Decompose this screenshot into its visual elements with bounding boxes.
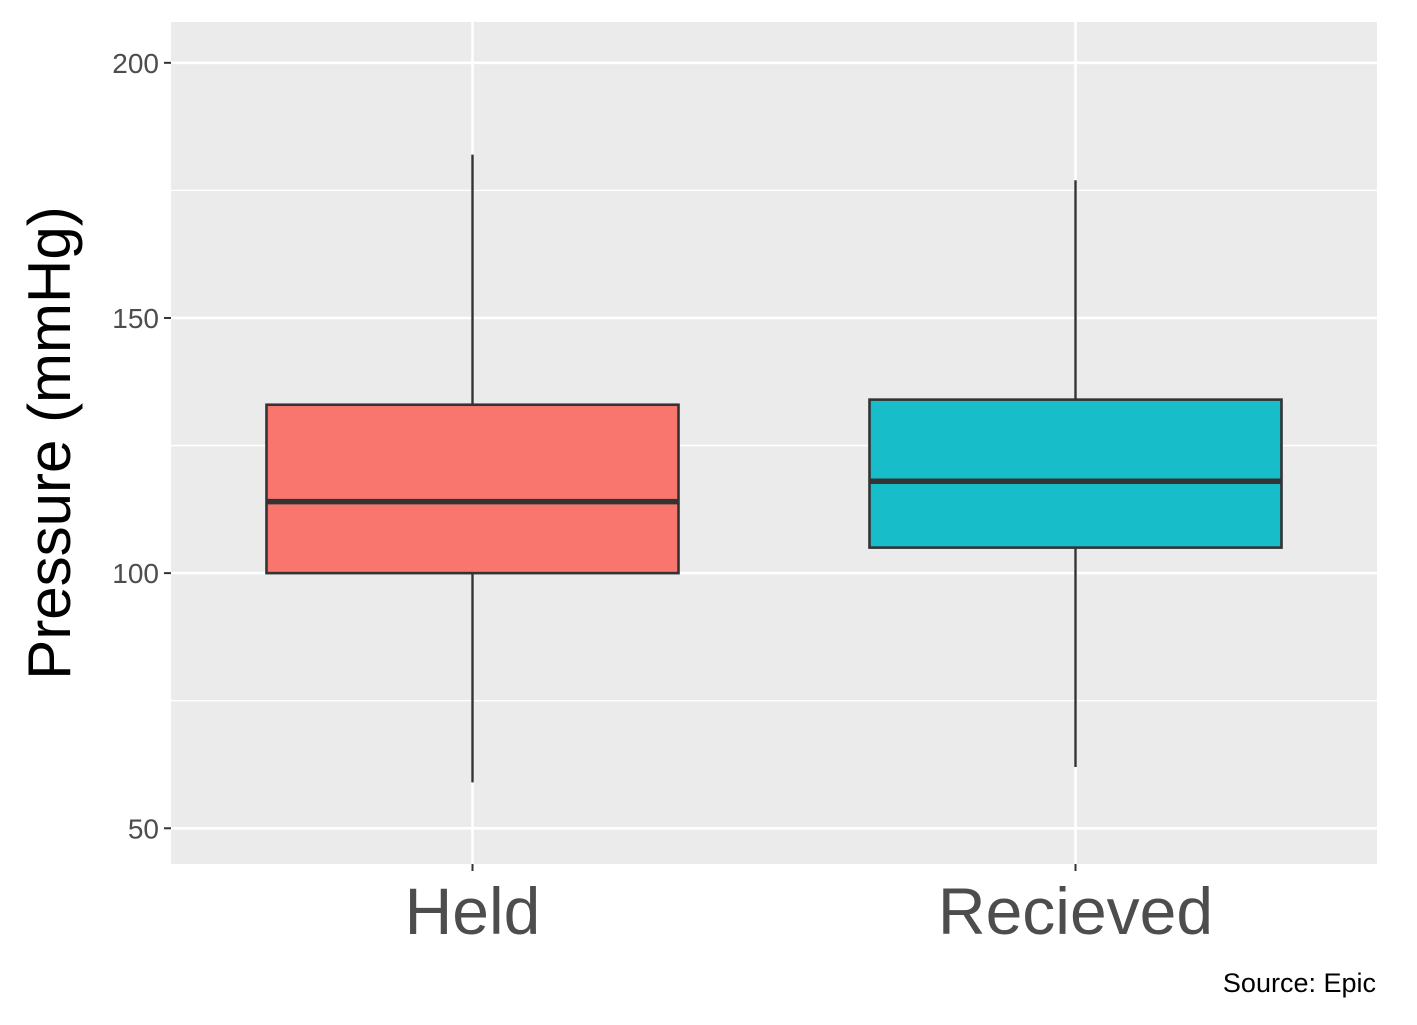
caption: Source: Epic	[1223, 968, 1376, 998]
y-tick-label: 200	[112, 48, 159, 79]
x-tick-label-recieved: Recieved	[938, 874, 1213, 948]
y-axis: 50 100 150 200	[112, 48, 171, 844]
y-tick-label: 100	[112, 558, 159, 589]
y-tick-label: 150	[112, 303, 159, 334]
y-tick-label: 50	[128, 813, 159, 844]
y-axis-title: Pressure (mmHg)	[16, 206, 83, 679]
box-recieved	[868, 180, 1283, 768]
box-held	[265, 154, 680, 783]
x-axis-tick-labels: Held Recieved	[405, 864, 1213, 948]
iqr-box	[265, 403, 680, 575]
x-tick-label-held: Held	[405, 874, 541, 948]
boxes	[265, 154, 1283, 783]
iqr-box	[868, 398, 1283, 549]
